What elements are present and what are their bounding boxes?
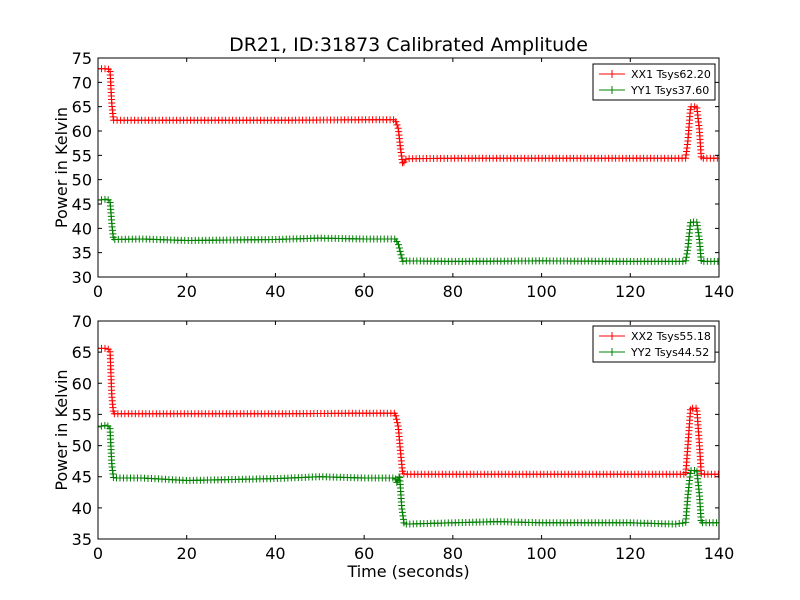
x-tick-label: 140 — [704, 282, 735, 301]
data-point-marker — [686, 470, 694, 478]
y-axis-label: Power in Kelvin — [52, 369, 71, 490]
x-tick-label: 120 — [615, 544, 646, 563]
data-point-marker — [101, 421, 109, 429]
x-tick-label: 40 — [265, 544, 285, 563]
data-point-marker — [682, 257, 690, 265]
x-axis-label: Time (seconds) — [346, 562, 469, 581]
data-point-marker — [393, 419, 401, 427]
y-tick-label: 70 — [72, 312, 92, 331]
legend: XX2 Tsys55.18 YY2 Tsys44.52 — [592, 325, 716, 363]
data-point-marker — [101, 195, 109, 203]
subplot-1: 0 20 40 60 80 100 120 140 30 35 40 45 50 55 60 65 70 75 DR… — [52, 34, 734, 301]
chart-title: DR21, ID:31873 Calibrated Amplitude — [229, 34, 588, 56]
data-point-marker — [394, 241, 402, 249]
series-line — [98, 198, 719, 262]
data-point-marker — [713, 154, 719, 162]
y-tick-label: 65 — [72, 98, 92, 117]
x-tick-label: 60 — [354, 282, 374, 301]
y-tick-label: 45 — [72, 468, 92, 487]
y-tick-label: 60 — [72, 122, 92, 141]
data-point-marker — [679, 519, 687, 527]
data-point-marker — [101, 344, 109, 352]
y-tick-label: 35 — [72, 530, 92, 549]
y-tick-label: 50 — [72, 437, 92, 456]
legend-swatch — [599, 348, 625, 356]
data-point-marker — [392, 412, 400, 420]
y-tick-label: 55 — [72, 405, 92, 424]
data-point-marker — [393, 121, 401, 129]
x-tick-label: 80 — [443, 282, 463, 301]
y-tick-label: 55 — [72, 146, 92, 165]
y-tick-label: 45 — [72, 195, 92, 214]
y-tick-label: 40 — [72, 219, 92, 238]
data-point-marker — [693, 218, 701, 226]
legend: XX1 Tsys62.20 YY1 Tsys37.60 — [592, 63, 716, 101]
x-tick-label: 100 — [526, 282, 557, 301]
data-point-marker — [683, 246, 691, 254]
data-point-marker — [687, 219, 695, 227]
legend-entry: XX1 Tsys62.20 — [631, 68, 711, 81]
data-point-marker — [109, 473, 117, 481]
data-point-marker — [98, 423, 102, 431]
data-point-marker — [395, 244, 403, 252]
series-1-2 — [98, 195, 719, 265]
y-tick-label: 40 — [72, 499, 92, 518]
y-tick-label: 65 — [72, 343, 92, 362]
y-axis-label: Power in Kelvin — [52, 107, 71, 228]
plot-frame — [97, 57, 720, 278]
subplot-2: 0 20 40 60 80 100 120 140 35 40 45 50 55 60 65 70 Power … — [52, 312, 734, 581]
series-1-1 — [98, 65, 719, 167]
data-point-marker — [397, 251, 405, 259]
x-tick-label: 140 — [704, 544, 735, 563]
legend-entry: XX2 Tsys55.18 — [631, 330, 711, 343]
y-tick-label: 75 — [72, 49, 92, 68]
plot-frame — [97, 320, 720, 540]
data-point-marker — [682, 154, 690, 162]
y-tick-label: 70 — [72, 73, 92, 92]
data-point-marker — [398, 254, 406, 262]
data-point-marker — [695, 232, 703, 240]
data-point-marker — [693, 222, 701, 230]
y-tick-label: 50 — [72, 171, 92, 190]
data-point-marker — [694, 225, 702, 233]
data-point-marker — [393, 415, 401, 423]
data-point-marker — [682, 253, 690, 261]
data-point-marker — [98, 422, 105, 430]
data-point-marker — [396, 247, 404, 255]
data-point-marker — [395, 473, 403, 481]
data-point-marker — [683, 250, 691, 258]
x-tick-label: 20 — [177, 544, 197, 563]
legend-swatch — [599, 70, 625, 78]
x-tick-label: 100 — [526, 544, 557, 563]
legend-entry: YY2 Tsys44.52 — [630, 346, 709, 359]
x-tick-label: 80 — [443, 544, 463, 563]
series-2-1 — [98, 344, 719, 478]
data-point-marker — [694, 229, 702, 237]
data-point-marker — [392, 118, 400, 126]
x-tick-label: 60 — [354, 544, 374, 563]
y-tick-label: 30 — [72, 268, 92, 287]
y-tick-label: 60 — [72, 374, 92, 393]
data-point-marker — [399, 159, 407, 167]
x-tick-label: 0 — [93, 544, 103, 563]
legend-swatch — [599, 332, 625, 340]
series-2-2 — [98, 421, 719, 528]
data-point-marker — [393, 238, 401, 246]
data-point-marker — [686, 106, 694, 114]
data-point-marker — [714, 257, 719, 265]
data-point-marker — [679, 257, 687, 265]
legend-swatch — [599, 86, 625, 94]
x-tick-label: 0 — [93, 282, 103, 301]
y-tick-label: 35 — [72, 244, 92, 263]
x-tick-label: 120 — [615, 282, 646, 301]
x-tick-label: 20 — [177, 282, 197, 301]
data-point-marker — [402, 155, 410, 163]
legend-entry: YY1 Tsys37.60 — [630, 84, 709, 97]
x-tick-label: 40 — [265, 282, 285, 301]
